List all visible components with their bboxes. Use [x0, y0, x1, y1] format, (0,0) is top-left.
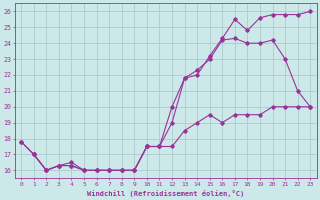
X-axis label: Windchill (Refroidissement éolien,°C): Windchill (Refroidissement éolien,°C): [87, 190, 244, 197]
